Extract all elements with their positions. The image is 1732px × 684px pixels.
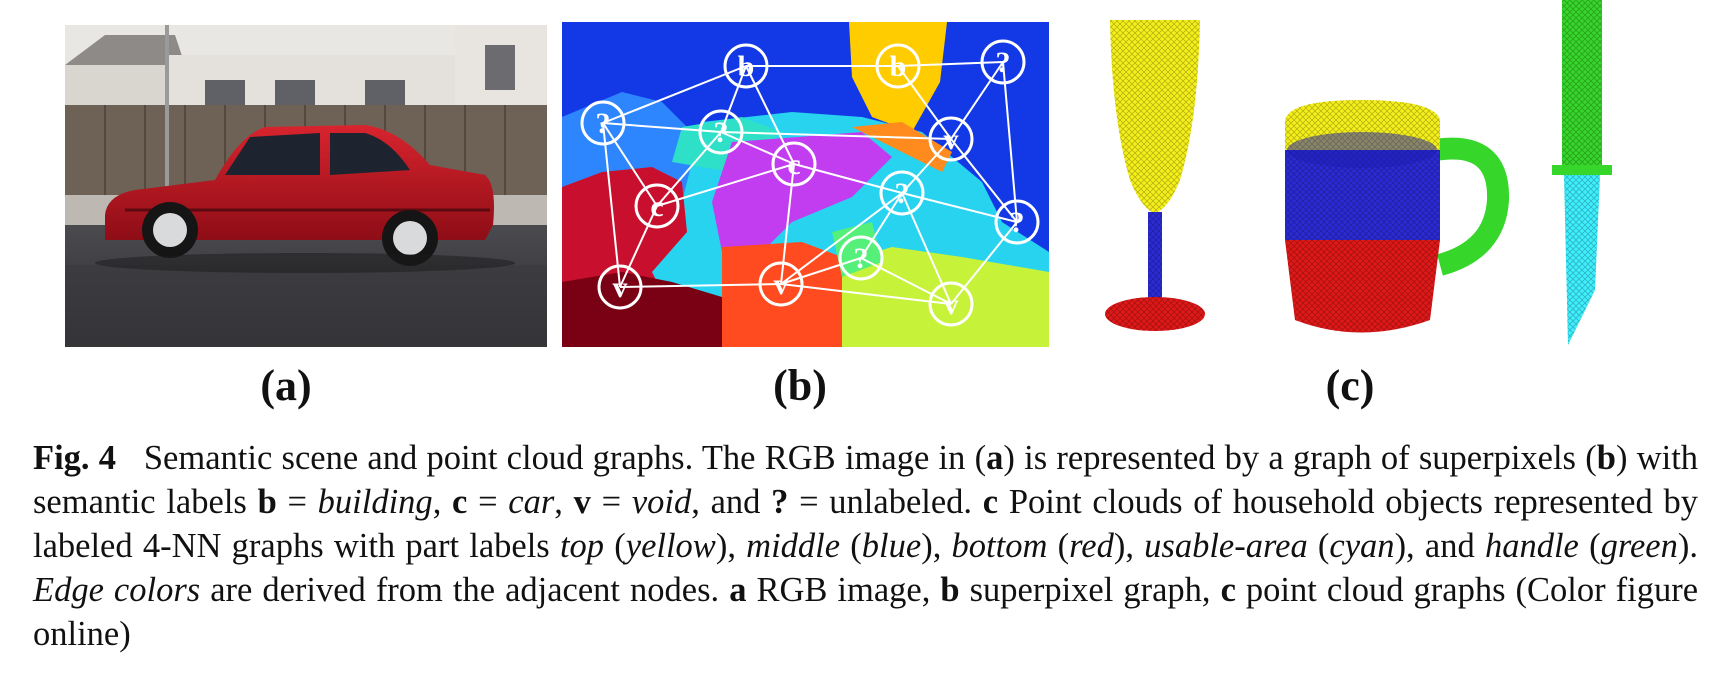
graph-node-car: c	[634, 183, 680, 229]
knife-pointcloud	[1552, 0, 1612, 345]
caption-handle: handle	[1484, 527, 1579, 565]
mug-pointcloud	[1285, 100, 1510, 333]
graph-node-void: v	[928, 116, 974, 162]
caption-text: =	[276, 483, 318, 521]
caption-text: ) is represented by a graph of superpixe…	[1003, 439, 1597, 477]
caption-top: top	[559, 527, 605, 565]
graph-node-label: ?	[596, 107, 611, 140]
graph-node-label: ?	[1010, 206, 1025, 239]
label-unlabeled: ?	[771, 483, 789, 521]
caption-rgb: RGB	[764, 439, 836, 477]
caption-ref-b: b	[940, 571, 960, 609]
graph-node-building: b	[875, 43, 921, 89]
caption-usable-area: usable-area	[1144, 527, 1308, 565]
graph-nodes: b b?? ? c c v?? v v? v	[580, 39, 1040, 327]
caption-text: ), and	[1394, 527, 1485, 565]
caption-text: (	[604, 527, 626, 565]
graph-node-unlabeled: ?	[838, 235, 884, 281]
caption-edge-colors: Edge colors	[33, 571, 201, 609]
caption-text: ,	[554, 483, 574, 521]
caption-green: green	[1600, 527, 1678, 565]
graph-node-unlabeled: ?	[698, 109, 744, 155]
caption-text: (	[840, 527, 862, 565]
caption-text: superpixel graph,	[959, 571, 1221, 609]
graph-node-label: b	[738, 50, 755, 83]
graph-node-label: ?	[996, 46, 1011, 79]
graph-node-unlabeled: ?	[994, 199, 1040, 245]
label-b: b	[257, 483, 277, 521]
caption-ref-c: c	[982, 483, 999, 521]
caption-text: (	[1307, 527, 1330, 565]
graph-node-label: c	[787, 148, 800, 181]
graph-node-building: b	[723, 43, 769, 89]
graph-node-car: c	[771, 141, 817, 187]
caption-yellow: yellow	[625, 527, 716, 565]
caption-text: (	[1047, 527, 1070, 565]
caption-text: =	[467, 483, 509, 521]
graph-node-label: v	[944, 288, 959, 321]
wine-glass-pointcloud	[1105, 20, 1205, 331]
graph-node-label: c	[650, 190, 663, 223]
point-cloud-graphs	[1105, 0, 1612, 345]
caption-building: building	[317, 483, 433, 521]
caption-text: = unlabeled.	[788, 483, 983, 521]
graph-node-label: ?	[895, 177, 910, 210]
graph-node-label: b	[890, 50, 907, 83]
caption-blue: blue	[861, 527, 922, 565]
panel-c-label: (c)	[1325, 361, 1375, 410]
caption-text: graphs with part labels	[221, 527, 560, 565]
caption-text: point cloud graphs (Color figure online)	[33, 571, 1699, 653]
car-photo-image	[65, 25, 547, 347]
caption-cyan: cyan	[1329, 527, 1395, 565]
graph-node-unlabeled: ?	[980, 39, 1026, 85]
graph-node-unlabeled: ?	[879, 170, 925, 216]
caption-text: image in (	[835, 439, 987, 477]
panel-a-photo	[65, 25, 547, 347]
caption-text: =	[590, 483, 632, 521]
graph-node-label: v	[613, 271, 628, 304]
panel-b-graph: b b??? c c v?? v v? v	[562, 22, 1049, 347]
caption-bottom: bottom	[951, 527, 1048, 565]
caption-red: red	[1069, 527, 1114, 565]
caption-text: are derived from the adjacent nodes.	[200, 571, 730, 609]
panel-b-label: (b)	[773, 361, 827, 410]
graph-node-void: v	[928, 281, 974, 327]
caption-text: ),	[715, 527, 747, 565]
graph-node-label: v	[944, 123, 959, 156]
caption-ref-a: a	[986, 439, 1004, 477]
superpixel-graph: b b?? ? c c v?? v v? v	[562, 22, 1049, 347]
graph-node-unlabeled: ?	[580, 100, 626, 146]
caption-text: Semantic scene and point cloud graphs. T…	[143, 439, 765, 477]
graph-node-label: ?	[854, 242, 869, 275]
caption-text: , and	[691, 483, 772, 521]
graph-node-label: ?	[714, 116, 729, 149]
caption-void: void	[631, 483, 692, 521]
caption-text: ).	[1677, 527, 1698, 565]
caption-car: car	[508, 483, 555, 521]
caption-middle: middle	[746, 527, 841, 565]
caption-text	[746, 571, 756, 609]
caption-ref-c: c	[1220, 571, 1236, 609]
panel-c-pointclouds	[1090, 0, 1630, 350]
caption-text: Point clouds of household objects repres…	[33, 483, 1698, 565]
panel-a-label: (a)	[260, 361, 312, 410]
graph-node-void: v	[597, 264, 643, 310]
label-v: v	[573, 483, 591, 521]
caption-text: ,	[432, 483, 453, 521]
graph-edges	[602, 61, 1018, 305]
figure-caption: Fig. 4 Semantic scene and point cloud gr…	[33, 436, 1698, 656]
caption-ref-a: a	[729, 571, 747, 609]
caption-text: ),	[921, 527, 952, 565]
graph-node-label: v	[774, 268, 789, 301]
caption-ref-b: b	[1596, 439, 1616, 477]
caption-text: image,	[827, 571, 941, 609]
caption-nn: NN	[171, 527, 222, 565]
caption-rgb: RGB	[756, 571, 828, 609]
caption-text: (	[1578, 527, 1601, 565]
caption-text: ),	[1113, 527, 1145, 565]
label-c: c	[452, 483, 468, 521]
figure-number: Fig. 4	[33, 439, 117, 477]
graph-node-void: v	[758, 261, 804, 307]
caption-text: ) with semantic labels	[33, 439, 1699, 521]
